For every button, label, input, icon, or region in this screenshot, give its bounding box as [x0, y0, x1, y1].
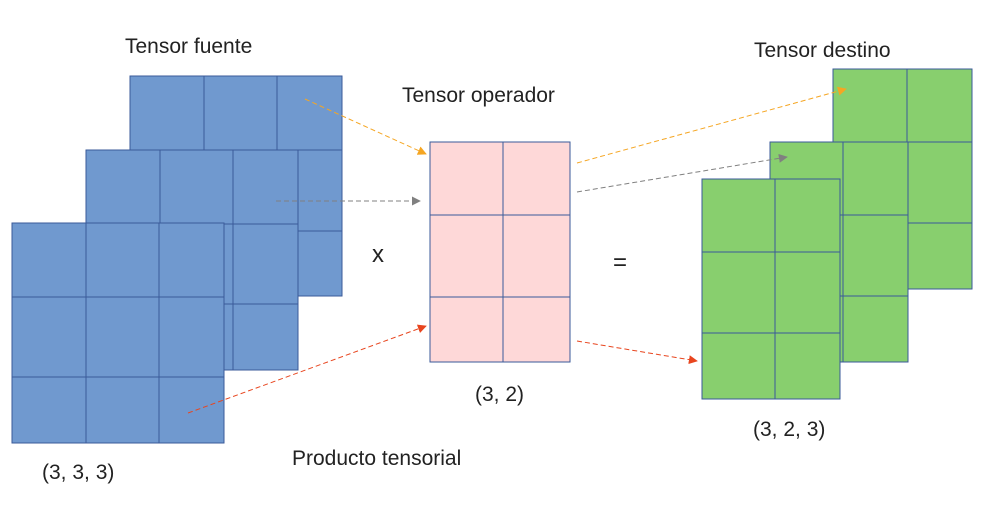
multiply-sign: x [372, 241, 384, 268]
source-title: Tensor fuente [125, 35, 253, 58]
source-tensor [11, 75, 343, 444]
target-title: Tensor destino [754, 39, 891, 62]
source-shape-label: (3, 3, 3) [42, 461, 115, 484]
target-tensor [701, 68, 973, 400]
arrows [187, 86, 847, 414]
operator-shape-label: (3, 2) [475, 383, 525, 406]
equals-sign: = [613, 249, 628, 276]
operator-tensor [429, 141, 571, 363]
arrow-operator-to-target-red [576, 340, 698, 365]
operation-caption: Producto tensorial [292, 447, 462, 470]
target-slice-front [701, 178, 841, 400]
source-slice-front [11, 222, 225, 444]
arrow-source-to-operator-orange [304, 98, 427, 155]
arrow-operator-to-target-gray [576, 153, 788, 193]
operator-title: Tensor operador [402, 84, 555, 107]
arrow-source-to-operator-red [187, 324, 427, 414]
arrow-operator-to-target-orange [576, 86, 847, 164]
target-shape-label: (3, 2, 3) [753, 418, 826, 441]
